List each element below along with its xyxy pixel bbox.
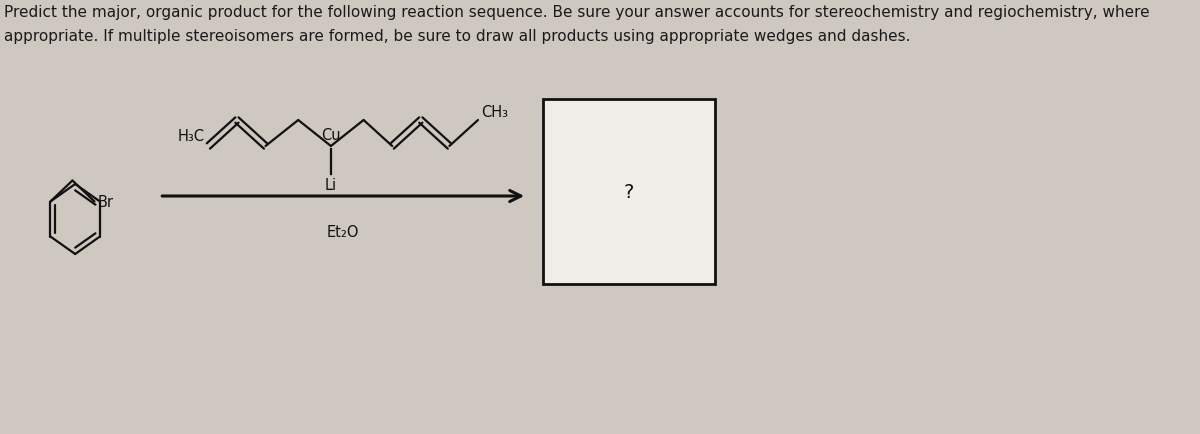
Text: ?: ? xyxy=(624,183,635,202)
Text: Predict the major, organic product for the following reaction sequence. Be sure : Predict the major, organic product for t… xyxy=(4,5,1150,20)
Text: Br: Br xyxy=(97,194,114,210)
Text: CH₃: CH₃ xyxy=(481,105,509,120)
Text: Et₂O: Et₂O xyxy=(326,224,360,240)
Text: Cu: Cu xyxy=(322,128,341,143)
Text: appropriate. If multiple stereoisomers are formed, be sure to draw all products : appropriate. If multiple stereoisomers a… xyxy=(4,29,911,44)
Bar xyxy=(544,100,715,284)
Text: Li: Li xyxy=(325,178,337,193)
Text: H₃C: H₃C xyxy=(178,129,205,144)
